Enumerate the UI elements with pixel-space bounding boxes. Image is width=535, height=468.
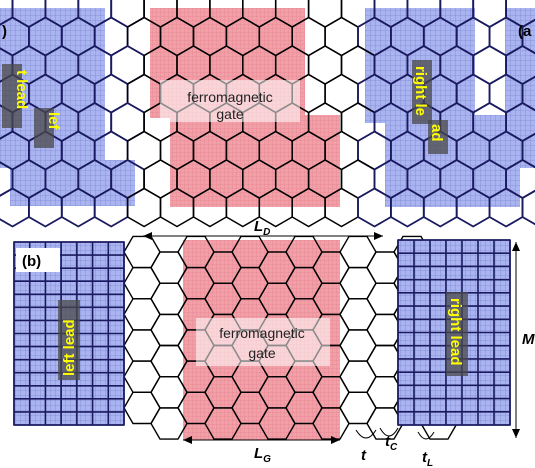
panel-b-LG-label: LG (254, 445, 271, 465)
hexagon-cell (110, 0, 146, 29)
panel-b-label: (b) (22, 253, 41, 270)
panel-a-right-lead-label-backing-2 (428, 120, 448, 154)
panel-b-gate-label-line2: gate (248, 345, 275, 361)
hexagon-cell (472, 0, 508, 29)
hexagon-cell (150, 313, 188, 347)
panel-a-right-lead-region-lower (385, 115, 520, 207)
hexagon-cell (150, 376, 188, 409)
panel-a-label-right: (a (518, 23, 532, 40)
hexagon-cell (123, 266, 161, 300)
panel-b-LG-arrowhead-left (183, 436, 192, 444)
hexagon-cell (123, 235, 161, 269)
panel-a-left-lead-label-2: lef (45, 112, 62, 131)
panel-b-gate-label-line1: ferromagnetic (219, 325, 305, 341)
panel-b-LG-arrowhead-right (331, 436, 340, 444)
panel-b-left-lead-label-backing (58, 300, 80, 380)
hexagon-cell (307, 0, 343, 28)
hexagon-cell (339, 360, 377, 393)
panel-a-right-lead-label-2: ad (428, 124, 445, 142)
panel-b-t-label: t (361, 447, 367, 464)
panel-b-left-lead-label: left lead (61, 319, 78, 376)
panel-a-right-lead-label: right le (412, 66, 429, 116)
panel-b-LD-arrowhead-left (143, 232, 152, 240)
panel-b-right-lead-label: right lead (447, 298, 464, 366)
panel-b-tL-label: tL (422, 449, 433, 468)
hexagon-cell (150, 282, 188, 316)
panel-a-left-lead-label: t lead (13, 70, 30, 109)
hexagon-cell (150, 344, 188, 378)
panel-a-gate-label-line1: ferromagnetic (187, 89, 273, 105)
panel-b-t-marker (355, 429, 377, 439)
panel-b-M-arrowhead-top (512, 242, 520, 251)
panel-a-gate-label-backing (160, 80, 300, 122)
panel-a-left-lead-label-backing (2, 64, 22, 128)
hexagon-cell (339, 391, 377, 425)
panel-b-gate-label-backing (196, 318, 330, 366)
panel-a-far-right-lead-region (505, 8, 535, 168)
panel-b-tL-marker (417, 431, 435, 440)
panel-b-LD-arrowhead-right (374, 232, 383, 240)
hexagon-cell (339, 298, 377, 331)
panel-a-label: ) (2, 23, 7, 40)
panel-a: ) (a t lead lef right le ad ferromagneti… (0, 0, 535, 228)
hexagon-cell (307, 45, 343, 85)
panel-b-tC-label: tC (385, 433, 398, 453)
hexagon-cell (521, 189, 535, 226)
hexagon-cell (339, 266, 377, 300)
panel-b-tC-marker (379, 427, 399, 437)
hexagon-cell (123, 329, 161, 362)
hexagon-cell (123, 391, 161, 425)
panel-b-M-label: M (522, 331, 535, 348)
panel-b-right-lead-label-backing (446, 292, 468, 376)
panel-b-LD-label: LD (254, 218, 270, 238)
hexagon-cell (123, 298, 161, 331)
panel-a-right-lead-label-backing (412, 60, 432, 124)
hexagon-cell (339, 235, 377, 269)
hexagon-cell (339, 329, 377, 362)
panel-b-label-backing (16, 248, 60, 272)
hexagon-cell (150, 251, 188, 284)
panel-b: (b) left lead right lead ferromagnetic g… (13, 218, 535, 468)
hexagon-cell (357, 187, 392, 228)
panel-a-left-lead-label-backing-2 (34, 108, 54, 148)
panel-a-honeycomb (0, 0, 535, 228)
hexagon-cell (324, 73, 359, 114)
hexagon-cell (150, 407, 188, 440)
panel-a-gate-region-lower (170, 115, 340, 207)
hexagon-cell (123, 360, 161, 393)
hexagon-cell (324, 16, 359, 57)
panel-a-gate-label-line2: gate (216, 106, 243, 122)
panel-b-M-arrowhead-bottom (512, 429, 520, 438)
